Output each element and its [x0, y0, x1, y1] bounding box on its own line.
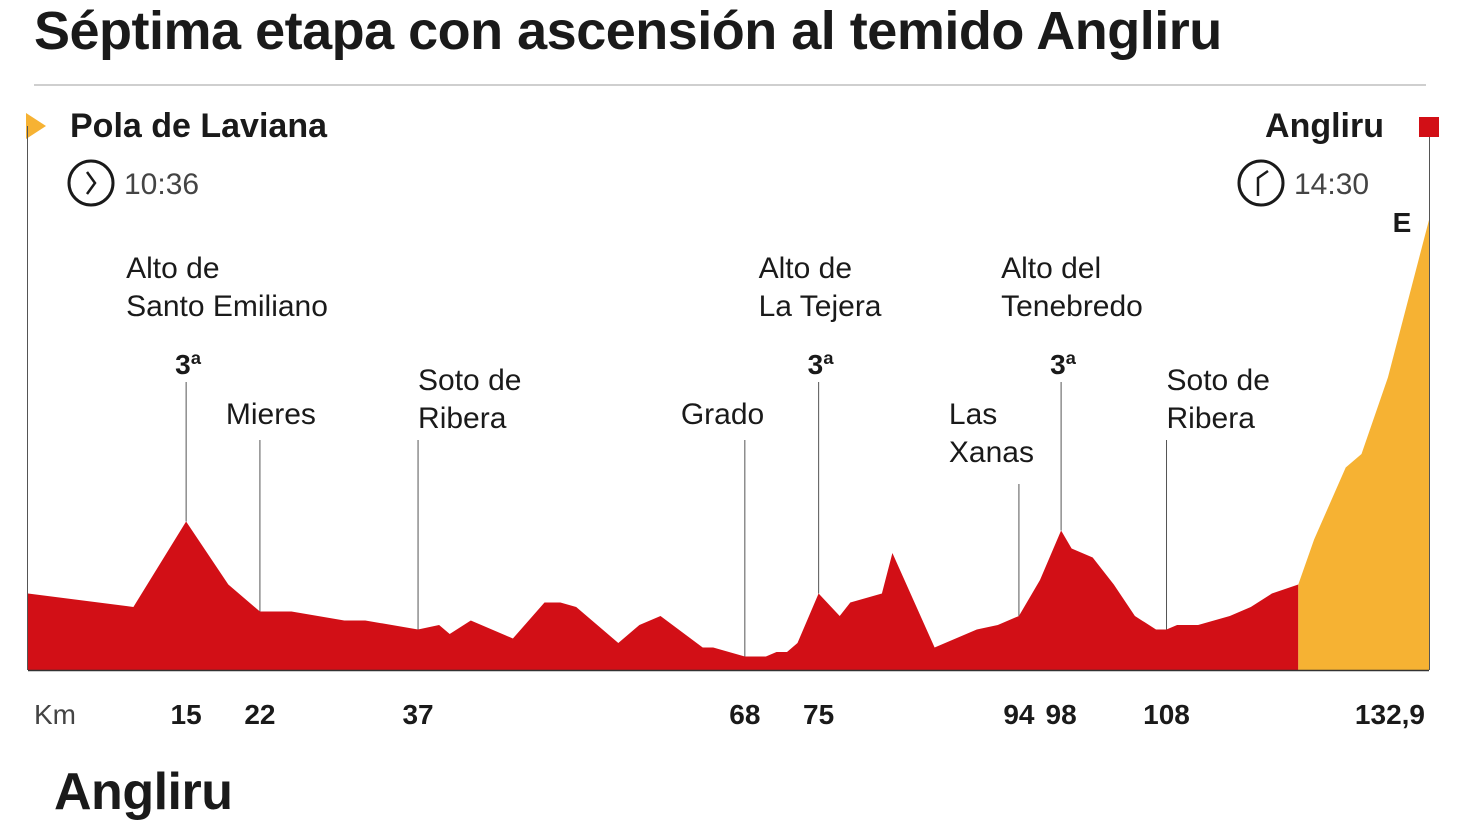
- finish-time: 14:30: [1294, 168, 1369, 201]
- x-axis-label: Km: [34, 699, 76, 730]
- waypoint-name: Soto de: [418, 364, 521, 397]
- x-tick-label: 132,9: [1355, 699, 1425, 730]
- x-tick-label: 98: [1046, 699, 1077, 730]
- climb-name: La Tejera: [759, 290, 882, 323]
- x-tick-label: 75: [803, 699, 834, 730]
- waypoint-name: Las: [949, 398, 997, 431]
- finish-flag-icon: [1419, 117, 1439, 137]
- profile-area: [28, 521, 1299, 670]
- x-tick-label: 108: [1143, 699, 1190, 730]
- climb-name: Alto de: [126, 252, 219, 285]
- finish-badge: E: [1393, 207, 1412, 238]
- climb-category: 3ª: [808, 349, 835, 380]
- start-time: 10:36: [124, 168, 199, 201]
- waypoint-name: Ribera: [418, 402, 507, 435]
- section-title: Angliru: [54, 763, 233, 821]
- page-title: Séptima etapa con ascensión al temido An…: [34, 1, 1222, 61]
- final-climb-area: [1298, 220, 1429, 670]
- x-tick-label: 15: [171, 699, 202, 730]
- waypoint-name: Ribera: [1167, 402, 1256, 435]
- waypoint-name: Grado: [681, 398, 764, 431]
- waypoint-name: Mieres: [226, 398, 316, 431]
- waypoint-name: Xanas: [949, 436, 1034, 469]
- start-location: Pola de Laviana: [70, 107, 328, 145]
- climb-category: 3ª: [1050, 349, 1077, 380]
- title-divider: [34, 84, 1426, 86]
- climb-name: Tenebredo: [1001, 290, 1143, 323]
- start-flag-icon: [26, 113, 46, 139]
- x-tick-label: 68: [729, 699, 760, 730]
- clock-icon: [67, 159, 115, 207]
- finish-location: Angliru: [1265, 107, 1384, 145]
- climb-name: Alto de: [759, 252, 852, 285]
- x-tick-label: 22: [244, 699, 275, 730]
- x-tick-label: 94: [1003, 699, 1035, 730]
- clock-icon: [1237, 159, 1285, 207]
- waypoint-name: Soto de: [1167, 364, 1270, 397]
- climb-name: Alto del: [1001, 252, 1101, 285]
- climb-name: Santo Emiliano: [126, 290, 328, 323]
- x-tick-label: 37: [402, 699, 433, 730]
- climb-category: 3ª: [175, 349, 202, 380]
